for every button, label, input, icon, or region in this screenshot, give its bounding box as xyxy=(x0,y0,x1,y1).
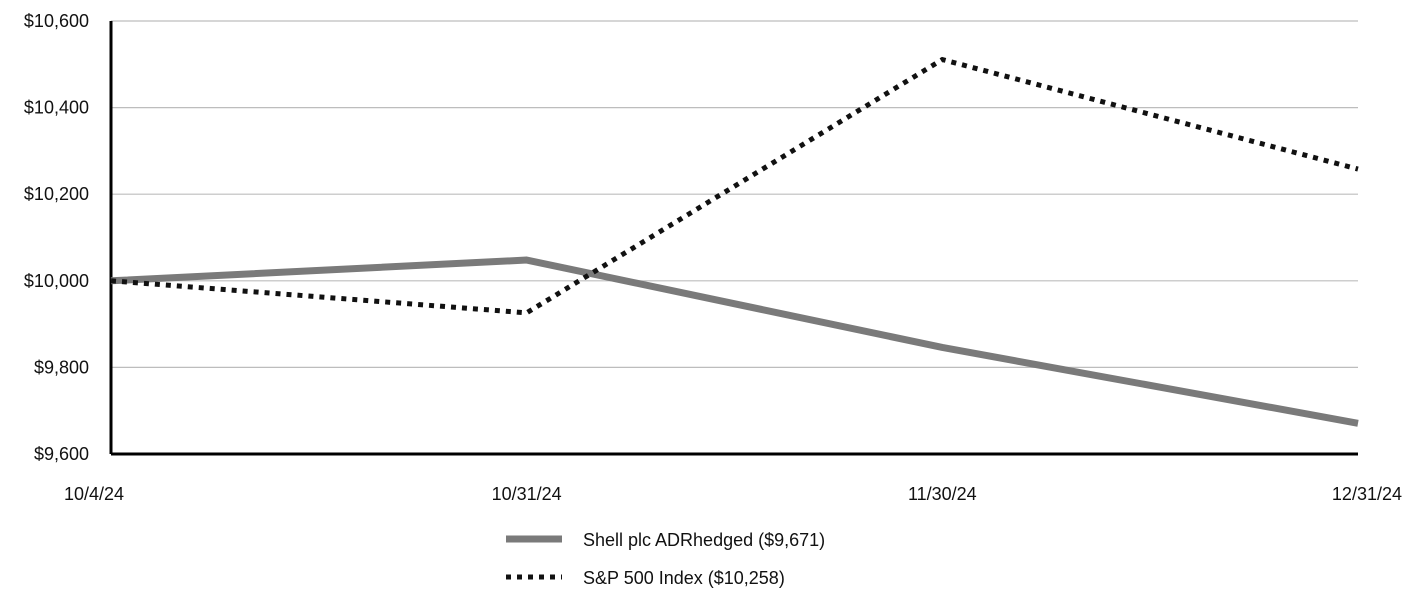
y-axis-ticks: $9,600 $9,800 $10,000 $10,200 $10,400 $10,600 xyxy=(24,11,89,464)
axes xyxy=(109,21,1358,456)
gridlines xyxy=(111,20,1358,368)
x-axis-ticks: 10/4/24 10/31/24 11/30/24 12/31/24 xyxy=(64,484,1402,504)
y-tick-label: $10,400 xyxy=(24,98,89,118)
x-tick-label: 10/31/24 xyxy=(492,484,562,504)
x-tick-label: 12/31/24 xyxy=(1332,484,1402,504)
series-lines xyxy=(110,56,1359,427)
x-tick-label: 11/30/24 xyxy=(908,484,977,504)
series-line-shell xyxy=(110,256,1359,427)
legend-label-shell: Shell plc ADRhedged ($9,671) xyxy=(583,530,825,550)
x-tick-label: 10/4/24 xyxy=(64,484,124,504)
y-tick-label: $10,000 xyxy=(24,271,89,291)
y-tick-label: $9,600 xyxy=(34,444,89,464)
legend-label-sp500: S&P 500 Index ($10,258) xyxy=(583,568,785,588)
y-tick-label: $9,800 xyxy=(34,357,89,377)
y-tick-label: $10,200 xyxy=(24,184,89,204)
legend: Shell plc ADRhedged ($9,671) S&P 500 Inde… xyxy=(506,530,825,588)
series-line-sp500 xyxy=(110,56,1359,316)
y-tick-label: $10,600 xyxy=(24,11,89,31)
